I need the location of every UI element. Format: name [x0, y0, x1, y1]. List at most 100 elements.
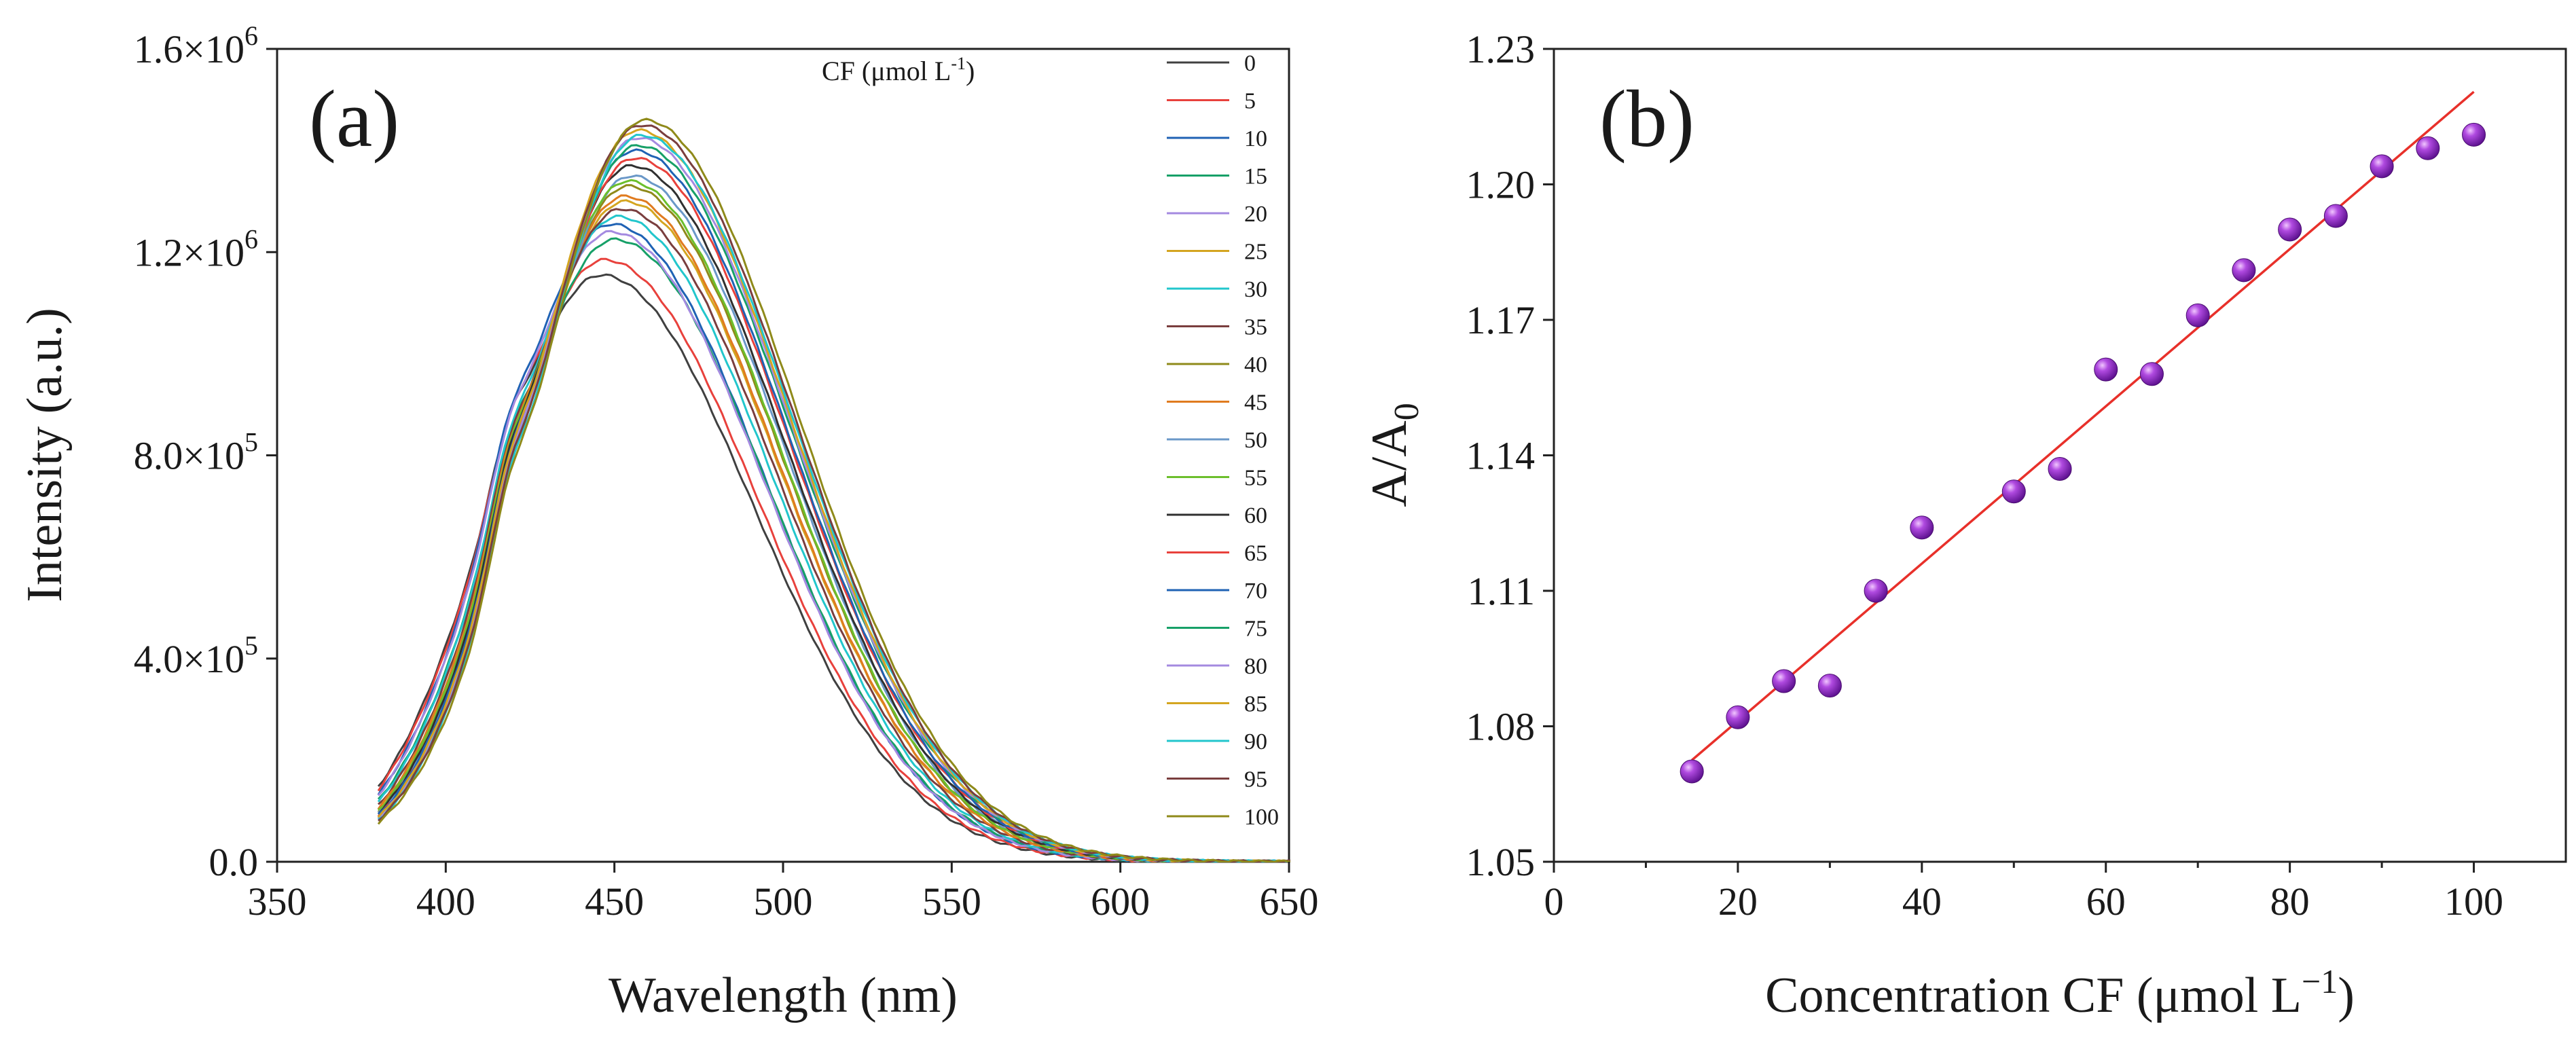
- panel-b-y-tick-label: 1.23: [1466, 27, 1536, 71]
- linear-fit-line: [1691, 90, 2475, 761]
- panel-b-y-tick-label: 1.08: [1466, 705, 1536, 749]
- panel-b-y-tick-label: 1.05: [1466, 840, 1536, 884]
- panel-a-y-tick-label: 4.0×105: [134, 630, 258, 681]
- panel-b-y-tick-label: 1.17: [1466, 298, 1536, 342]
- data-point-40: [1910, 515, 1934, 540]
- spectrum-line-45: [377, 194, 1290, 862]
- data-point-80: [2278, 217, 2302, 242]
- data-point-85: [2323, 204, 2348, 228]
- legend-title: CF (μmol L-1): [822, 54, 975, 86]
- panel-a-x-tick-label: 500: [754, 879, 813, 924]
- legend-label-75: 75: [1244, 617, 1267, 642]
- legend-label-90: 90: [1244, 729, 1267, 754]
- legend-label-60: 60: [1244, 503, 1267, 528]
- legend-label-55: 55: [1244, 466, 1267, 491]
- legend-label-80: 80: [1244, 654, 1267, 679]
- legend-label-20: 20: [1244, 202, 1267, 227]
- panel-b-marks: [1680, 90, 2486, 784]
- panel-b-x-tick-label: 60: [2086, 879, 2126, 924]
- legend-label-95: 95: [1244, 767, 1267, 792]
- spectrum-line-65: [377, 157, 1290, 862]
- data-point-50: [2001, 479, 2026, 504]
- legend-label-35: 35: [1244, 315, 1267, 340]
- legend-label-25: 25: [1244, 240, 1267, 265]
- panel-b-x-tick-label: 0: [1544, 879, 1564, 924]
- panel-b-x-tick-label: 40: [1902, 879, 1942, 924]
- panel-a-x-tick-label: 600: [1091, 879, 1150, 924]
- legend-label-65: 65: [1244, 541, 1267, 566]
- panel-a-y-tick-label: 8.0×105: [134, 427, 258, 478]
- legend-label-85: 85: [1244, 692, 1267, 717]
- data-point-100: [2462, 122, 2486, 147]
- panel-b-y-tick-label: 1.20: [1466, 163, 1536, 207]
- panel-a-y-tick-label: 0.0: [209, 840, 259, 884]
- data-point-30: [1817, 674, 1842, 698]
- spectrum-line-60: [377, 164, 1290, 862]
- panel-a-x-tick-label: 650: [1260, 879, 1319, 924]
- spectrum-line-70: [378, 148, 1290, 862]
- panel-b-y-axis-label: A/A0: [1362, 403, 1426, 507]
- data-point-55: [2048, 456, 2072, 481]
- spectrum-line-90: [378, 134, 1290, 862]
- data-point-25: [1772, 669, 1796, 693]
- panel-b-x-tick-label: 100: [2444, 879, 2503, 924]
- data-point-35: [1864, 579, 1888, 603]
- spectrum-line-100: [377, 117, 1290, 862]
- data-point-90: [2370, 154, 2394, 179]
- panel-a-curves: [377, 117, 1290, 862]
- spectrum-line-80: [377, 136, 1290, 862]
- legend-label-10: 10: [1244, 126, 1267, 151]
- legend-label-15: 15: [1244, 164, 1267, 189]
- legend-title-sup: -1: [951, 54, 966, 73]
- data-point-65: [2139, 362, 2164, 386]
- panel-b-x-axis-label: Concentration CF (μmol L−1): [1765, 962, 2355, 1023]
- panel-b-y-axis-label-sub: 0: [1387, 403, 1426, 420]
- legend-label-100: 100: [1244, 805, 1279, 830]
- panel-a-legend: 0 5 10 15 20 25 30 35 40 45 50 55 60 65 70 75 80 85 90 95 10…: [1167, 51, 1279, 830]
- spectrum-line-25: [377, 199, 1290, 862]
- data-point-75: [2232, 258, 2256, 282]
- legend-label-45: 45: [1244, 390, 1267, 416]
- panel-b-y-tick-label: 1.14: [1466, 434, 1536, 478]
- panel-b-x-axis-label-close: ): [2338, 968, 2355, 1023]
- panel-b-scatter-chart: 0 20 40 60 80 100 1.05 1.08 1.11 1.14 1.17 1.20 1.23…: [1362, 27, 2567, 1023]
- panel-a-x-axis-label: Wavelength (nm): [609, 968, 958, 1023]
- data-point-20: [1726, 705, 1750, 729]
- data-point-60: [2094, 357, 2118, 382]
- panel-a-spectra-chart: 350 400 450 500 550 600 6500.04.0×1058.0×1051.…: [17, 20, 1319, 1023]
- spectrum-line-50: [377, 175, 1290, 862]
- panel-b-plot-frame: [1553, 48, 2567, 863]
- panel-b-x-tick-label: 20: [1718, 879, 1758, 924]
- spectrum-line-5: [377, 257, 1290, 862]
- legend-label-30: 30: [1244, 277, 1267, 302]
- panel-a-x-tick-label: 550: [922, 879, 981, 924]
- panel-b-y-axis-label-text: A/A: [1362, 420, 1417, 507]
- legend-label-50: 50: [1244, 428, 1267, 453]
- panel-a-label: (a): [309, 73, 399, 164]
- panel-b-x-axis-label-text: Concentration CF (μmol L: [1765, 968, 2302, 1023]
- panel-b-x-axis-label-sup: −1: [2302, 962, 2338, 1000]
- panel-a-y-tick-label: 1.2×106: [134, 223, 258, 274]
- panel-b-y-tick-label: 1.11: [1468, 569, 1535, 613]
- legend-label-70: 70: [1244, 579, 1267, 604]
- data-point-70: [2185, 303, 2210, 327]
- data-point-15: [1680, 759, 1704, 784]
- panel-b-x-tick-label: 80: [2270, 879, 2310, 924]
- legend-title-close: ): [966, 56, 975, 86]
- legend-title-text: CF (μmol L: [822, 56, 951, 86]
- panel-a-x-tick-label: 400: [416, 879, 475, 924]
- panel-a-axes: 350 400 450 500 550 600 6500.04.0×1058.0×1051.…: [134, 20, 1319, 924]
- panel-a-x-tick-label: 450: [585, 879, 644, 924]
- legend-label-40: 40: [1244, 352, 1267, 378]
- panel-b-axes: 0 20 40 60 80 100 1.05 1.08 1.11 1.14 1.17 1.20 1.23: [1466, 27, 2504, 924]
- data-point-95: [2416, 136, 2440, 160]
- legend-label-0: 0: [1244, 51, 1256, 76]
- spectrum-line-75: [378, 144, 1290, 862]
- panel-a-x-tick-label: 350: [248, 879, 307, 924]
- panel-a-y-tick-label: 1.6×106: [134, 20, 258, 71]
- spectrum-line-85: [377, 128, 1290, 862]
- legend-label-5: 5: [1244, 89, 1256, 114]
- panel-a-y-axis-label: Intensity (a.u.): [17, 308, 73, 602]
